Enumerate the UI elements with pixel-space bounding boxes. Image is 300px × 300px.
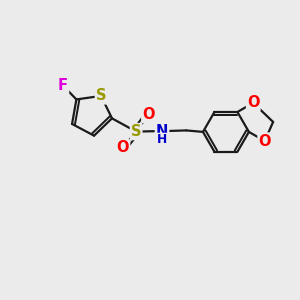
Text: O: O [259,134,271,148]
Text: O: O [247,95,260,110]
Text: S: S [131,124,141,139]
Text: N: N [156,124,168,139]
Text: H: H [157,133,167,146]
Text: O: O [117,140,129,155]
Text: O: O [142,107,155,122]
Text: F: F [58,78,68,93]
Text: S: S [96,88,106,104]
